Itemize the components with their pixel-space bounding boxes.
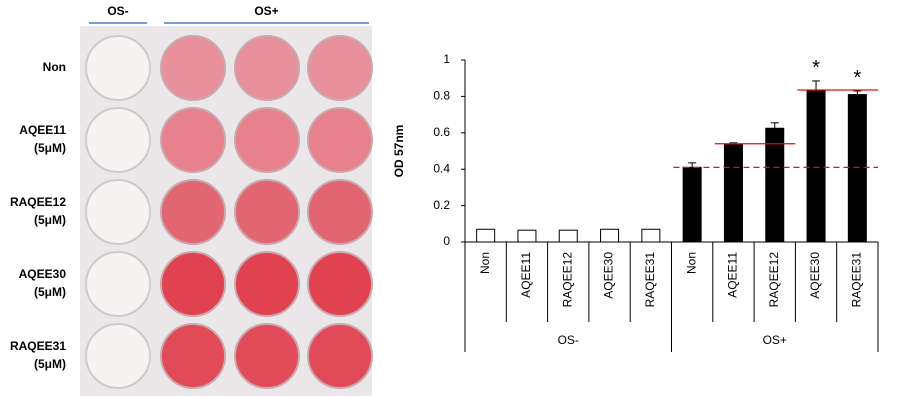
- well: [85, 35, 151, 101]
- bar: [765, 127, 785, 243]
- row-label: AQEE11: [19, 123, 66, 137]
- y-tick-label: 0: [443, 234, 450, 248]
- column-group-label: OS+: [254, 4, 278, 18]
- row-label: RAQEE31: [10, 339, 66, 353]
- group-label: OS-: [558, 333, 579, 347]
- x-tick-label: AQEE30: [602, 252, 616, 299]
- well: [160, 179, 226, 245]
- x-tick-label: AQEE11: [519, 252, 533, 298]
- row-label: AQEE30: [19, 267, 67, 281]
- well: [160, 323, 226, 389]
- well: [234, 251, 300, 317]
- x-tick-label: RAQEE12: [560, 252, 574, 308]
- x-tick-label: Non: [478, 252, 492, 274]
- bar: [600, 228, 620, 243]
- column-group-label: OS-: [107, 4, 128, 18]
- bar: [476, 228, 496, 243]
- well: [160, 107, 226, 173]
- well: [85, 323, 151, 389]
- row-label: (5μM): [34, 357, 66, 371]
- y-tick-label: 0.8: [433, 89, 450, 103]
- x-tick-label: Non: [684, 252, 698, 274]
- well: [307, 323, 373, 389]
- well: [307, 107, 373, 173]
- x-tick-label: RAQEE31: [643, 252, 657, 308]
- y-tick-label: 0.2: [433, 198, 450, 212]
- well: [234, 323, 300, 389]
- bar: [806, 89, 826, 243]
- x-tick-label: AQEE30: [808, 252, 822, 299]
- group-label: OS+: [763, 333, 787, 347]
- bar: [847, 94, 867, 243]
- well: [85, 107, 151, 173]
- well: [85, 251, 151, 317]
- well: [307, 179, 373, 245]
- well: [85, 179, 151, 245]
- significance-mark: *: [853, 67, 861, 89]
- bar: [723, 144, 743, 243]
- bar: [641, 228, 661, 243]
- well: [234, 107, 300, 173]
- well: [307, 251, 373, 317]
- row-label: (5μM): [34, 213, 66, 227]
- well: [234, 35, 300, 101]
- row-label: (5μM): [34, 285, 66, 299]
- y-axis-label: OD 57nm: [392, 125, 406, 178]
- row-label: (5μM): [34, 141, 66, 155]
- y-tick-label: 0.6: [433, 125, 450, 139]
- row-label: Non: [43, 60, 66, 74]
- well: [160, 251, 226, 317]
- x-tick-label: RAQEE31: [850, 252, 864, 308]
- y-tick-label: 0.4: [433, 161, 450, 175]
- row-label: RAQEE12: [10, 195, 66, 209]
- well: [160, 35, 226, 101]
- bar: [517, 229, 537, 243]
- significance-mark: *: [812, 57, 820, 79]
- well: [307, 35, 373, 101]
- well: [234, 179, 300, 245]
- x-tick-label: RAQEE12: [767, 252, 781, 308]
- x-tick-label: AQEE11: [726, 252, 740, 298]
- bar: [682, 166, 702, 243]
- bar: [558, 229, 578, 243]
- y-tick-label: 1: [443, 52, 450, 66]
